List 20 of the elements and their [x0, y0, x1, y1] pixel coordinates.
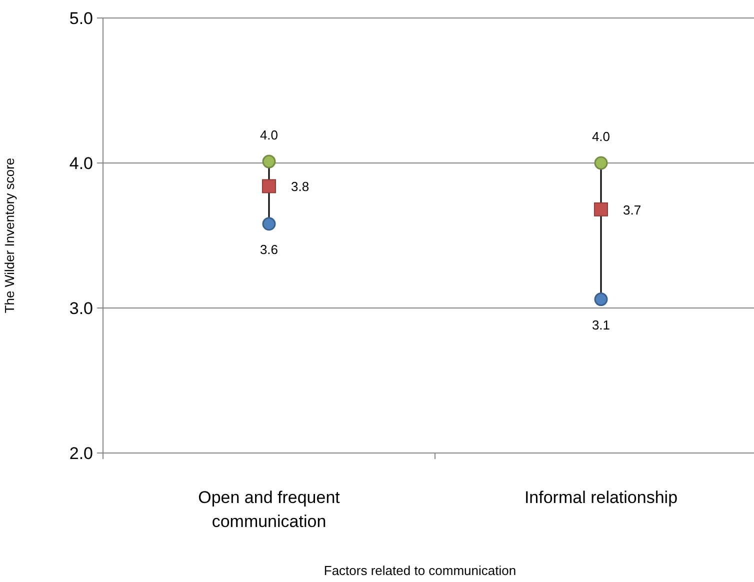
y-tick-label: 4.0: [69, 154, 93, 173]
data-label: 3.6: [260, 242, 278, 257]
data-label: 4.0: [260, 128, 278, 143]
point: [594, 292, 608, 306]
y-axis-title: The Wilder Inventory score: [2, 158, 17, 314]
point: [594, 156, 608, 170]
data-label: 4.0: [592, 129, 610, 144]
point: [262, 154, 276, 168]
y-tick-label: 2.0: [69, 444, 93, 463]
x-axis-title: Factors related to communication: [324, 563, 516, 578]
x-tick-label: Open and frequent communication: [198, 488, 340, 531]
data-label: 3.1: [592, 317, 610, 332]
y-tick-label: 5.0: [69, 9, 93, 28]
point: [594, 202, 608, 216]
y-tick-label: 3.0: [69, 299, 93, 318]
point: [262, 217, 276, 231]
data-label: 3.7: [623, 202, 642, 218]
x-tick-label: Informal relationship: [524, 488, 678, 507]
data-label: 3.8: [291, 179, 310, 194]
point: [262, 179, 276, 194]
